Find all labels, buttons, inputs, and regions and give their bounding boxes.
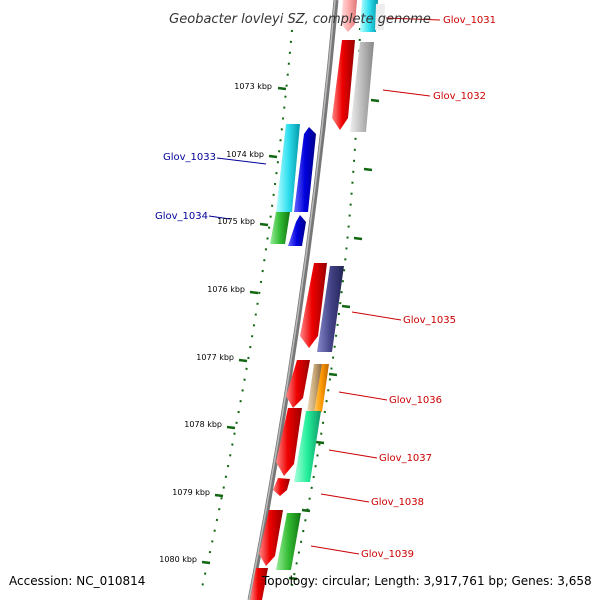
tick-label-1080: 1080 kbp <box>159 555 197 564</box>
feature-1034-green <box>270 212 290 244</box>
major-tick-7 <box>201 560 211 565</box>
genome-summary-text: Topology: circular; Length: 3,917,761 bp… <box>262 574 592 588</box>
leader-1031 <box>385 17 441 21</box>
gene-label-glov-1035[interactable]: Glov_1035 <box>403 315 456 326</box>
outer-tick-3 <box>341 304 351 309</box>
feature-1032-red <box>332 40 355 130</box>
outer-tick-6 <box>301 508 311 513</box>
feature-1036-red <box>286 360 310 408</box>
feature-1039-red <box>259 510 283 566</box>
leader-1039 <box>310 545 360 555</box>
feature-1038-red <box>273 478 290 496</box>
feature-1039-green <box>276 513 301 570</box>
feature-1036-tan <box>307 364 322 412</box>
major-ticks <box>201 86 287 565</box>
major-tick-1 <box>268 154 278 159</box>
outer-tick-7 <box>288 576 298 581</box>
outer-tick-0 <box>370 98 380 103</box>
tick-label-1078: 1078 kbp <box>184 420 222 429</box>
genome-backbone-highlight <box>248 0 336 600</box>
major-tick-2 <box>259 222 269 227</box>
tick-label-1074: 1074 kbp <box>226 150 264 159</box>
leader-1038 <box>320 493 370 503</box>
major-tick-4 <box>238 358 248 363</box>
leader-1036 <box>338 391 388 401</box>
gene-label-glov-1031[interactable]: Glov_1031 <box>443 15 496 26</box>
leader-1033 <box>216 157 267 165</box>
leader-lines <box>208 17 441 555</box>
feature-1036-orange <box>314 364 329 412</box>
inner-dotted-track <box>200 29 293 593</box>
feature-1033-blue <box>294 127 316 212</box>
leader-1034 <box>208 215 231 220</box>
tick-label-1079: 1079 kbp <box>172 488 210 497</box>
gene-label-glov-1036[interactable]: Glov_1036 <box>389 395 442 406</box>
leader-1037 <box>328 449 378 459</box>
features <box>250 0 385 600</box>
tick-label-1077: 1077 kbp <box>196 353 234 362</box>
feature-bottom-red <box>250 568 268 600</box>
feature-1034-blue <box>288 215 306 246</box>
outer-tick-5 <box>315 440 325 445</box>
outer-ticks <box>288 98 380 581</box>
feature-1035-red <box>300 263 327 348</box>
leader-1035 <box>351 311 402 321</box>
feature-1031-red <box>341 0 357 32</box>
feature-1031-white <box>375 4 385 30</box>
leader-1032 <box>382 89 431 97</box>
major-tick-0 <box>277 86 287 91</box>
genome-backbone <box>247 0 339 600</box>
major-tick-6 <box>214 493 224 498</box>
feature-1037-red <box>276 408 302 476</box>
feature-1032-grey <box>350 42 374 132</box>
accession-text: Accession: NC_010814 <box>9 574 146 588</box>
tick-label-1075: 1075 kbp <box>217 217 255 226</box>
gene-label-glov-1034[interactable]: Glov_1034 <box>155 211 208 222</box>
gene-label-glov-1039[interactable]: Glov_1039 <box>361 549 414 560</box>
outer-tick-4 <box>328 372 338 377</box>
feature-1033-cyan <box>276 124 300 212</box>
map-title: Geobacter lovleyi SZ, complete genome <box>169 12 431 27</box>
tick-label-1073: 1073 kbp <box>234 82 272 91</box>
major-tick-3 <box>249 290 259 295</box>
outer-tick-2 <box>353 236 363 241</box>
gene-label-glov-1033[interactable]: Glov_1033 <box>163 152 216 163</box>
gene-label-glov-1037[interactable]: Glov_1037 <box>379 453 432 464</box>
feature-1031-cyan <box>360 0 378 32</box>
major-tick-5 <box>226 425 236 430</box>
tick-label-1076: 1076 kbp <box>207 285 245 294</box>
feature-1035-slate <box>317 266 344 352</box>
feature-1037-aqua <box>294 411 321 482</box>
gene-label-glov-1038[interactable]: Glov_1038 <box>371 497 424 508</box>
gene-label-glov-1032[interactable]: Glov_1032 <box>433 91 486 102</box>
outer-tick-1 <box>363 167 373 172</box>
